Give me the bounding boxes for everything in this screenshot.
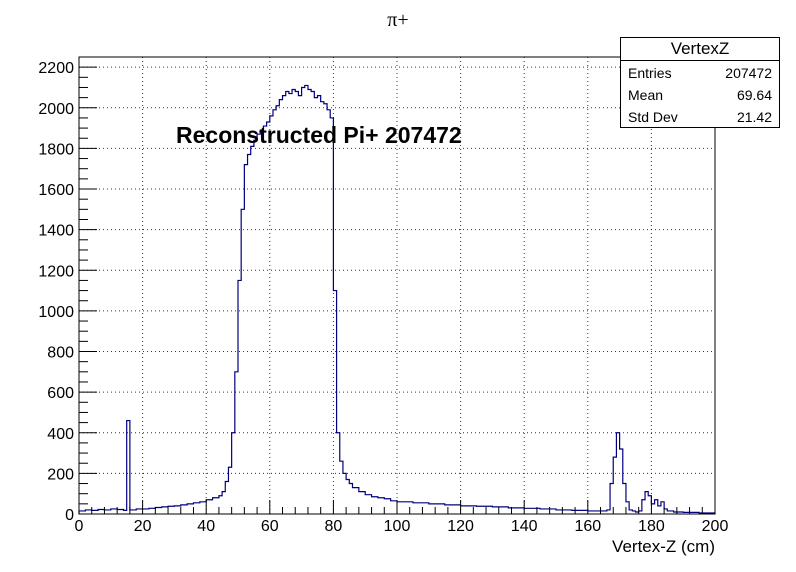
stats-row-mean: Mean 69.64 — [628, 85, 772, 105]
x-tick-label: 80 — [325, 518, 343, 535]
histogram-series-line — [78, 84, 716, 514]
x-tick-label: 180 — [638, 518, 665, 535]
y-tick-label: 800 — [47, 345, 74, 362]
x-tick-label: 120 — [447, 518, 474, 535]
y-tick-label: 400 — [47, 426, 74, 443]
x-tick-label: 0 — [75, 518, 84, 535]
chart-title: π+ — [387, 9, 408, 31]
annotation-text: Reconstructed Pi+ 207472 — [176, 122, 462, 148]
tick-layer — [78, 56, 716, 515]
y-tick-label: 200 — [47, 466, 74, 483]
histogram-layer — [78, 84, 716, 514]
x-tick-label: 100 — [384, 518, 411, 535]
stats-value-entries: 207472 — [725, 65, 772, 81]
stats-row-entries: Entries 207472 — [628, 63, 772, 83]
y-tick-label: 0 — [65, 507, 74, 524]
y-tick-label: 2200 — [38, 60, 74, 77]
stats-label-mean: Mean — [628, 87, 664, 103]
stats-title: VertexZ — [621, 38, 779, 61]
y-tick-label: 600 — [47, 385, 74, 402]
y-tick-label: 1600 — [38, 182, 74, 199]
x-tick-label: 200 — [702, 518, 729, 535]
stats-label-stddev: Std Dev — [628, 109, 678, 125]
stats-box: VertexZ Entries 207472 Mean 69.64 Std De… — [620, 37, 780, 128]
tick-label-layer: 0 20 40 60 80 100 120 140 160 180 2000200400600800… — [38, 60, 728, 535]
x-tick-label: 20 — [134, 518, 152, 535]
x-tick-label: 140 — [511, 518, 538, 535]
y-tick-label: 1000 — [38, 304, 74, 321]
x-axis-label: Vertex-Z (cm) — [612, 537, 715, 556]
y-tick-label: 1400 — [38, 223, 74, 240]
stats-row-stddev: Std Dev 21.42 — [628, 107, 772, 127]
stats-value-mean: 69.64 — [736, 87, 772, 103]
x-tick-label: 160 — [574, 518, 601, 535]
y-tick-label: 2000 — [38, 101, 74, 118]
x-tick-label: 40 — [197, 518, 215, 535]
stats-label-entries: Entries — [628, 65, 672, 81]
x-tick-label: 60 — [261, 518, 279, 535]
y-tick-label: 1800 — [38, 141, 74, 158]
y-tick-label: 1200 — [38, 263, 74, 280]
stats-value-stddev: 21.42 — [736, 109, 772, 125]
